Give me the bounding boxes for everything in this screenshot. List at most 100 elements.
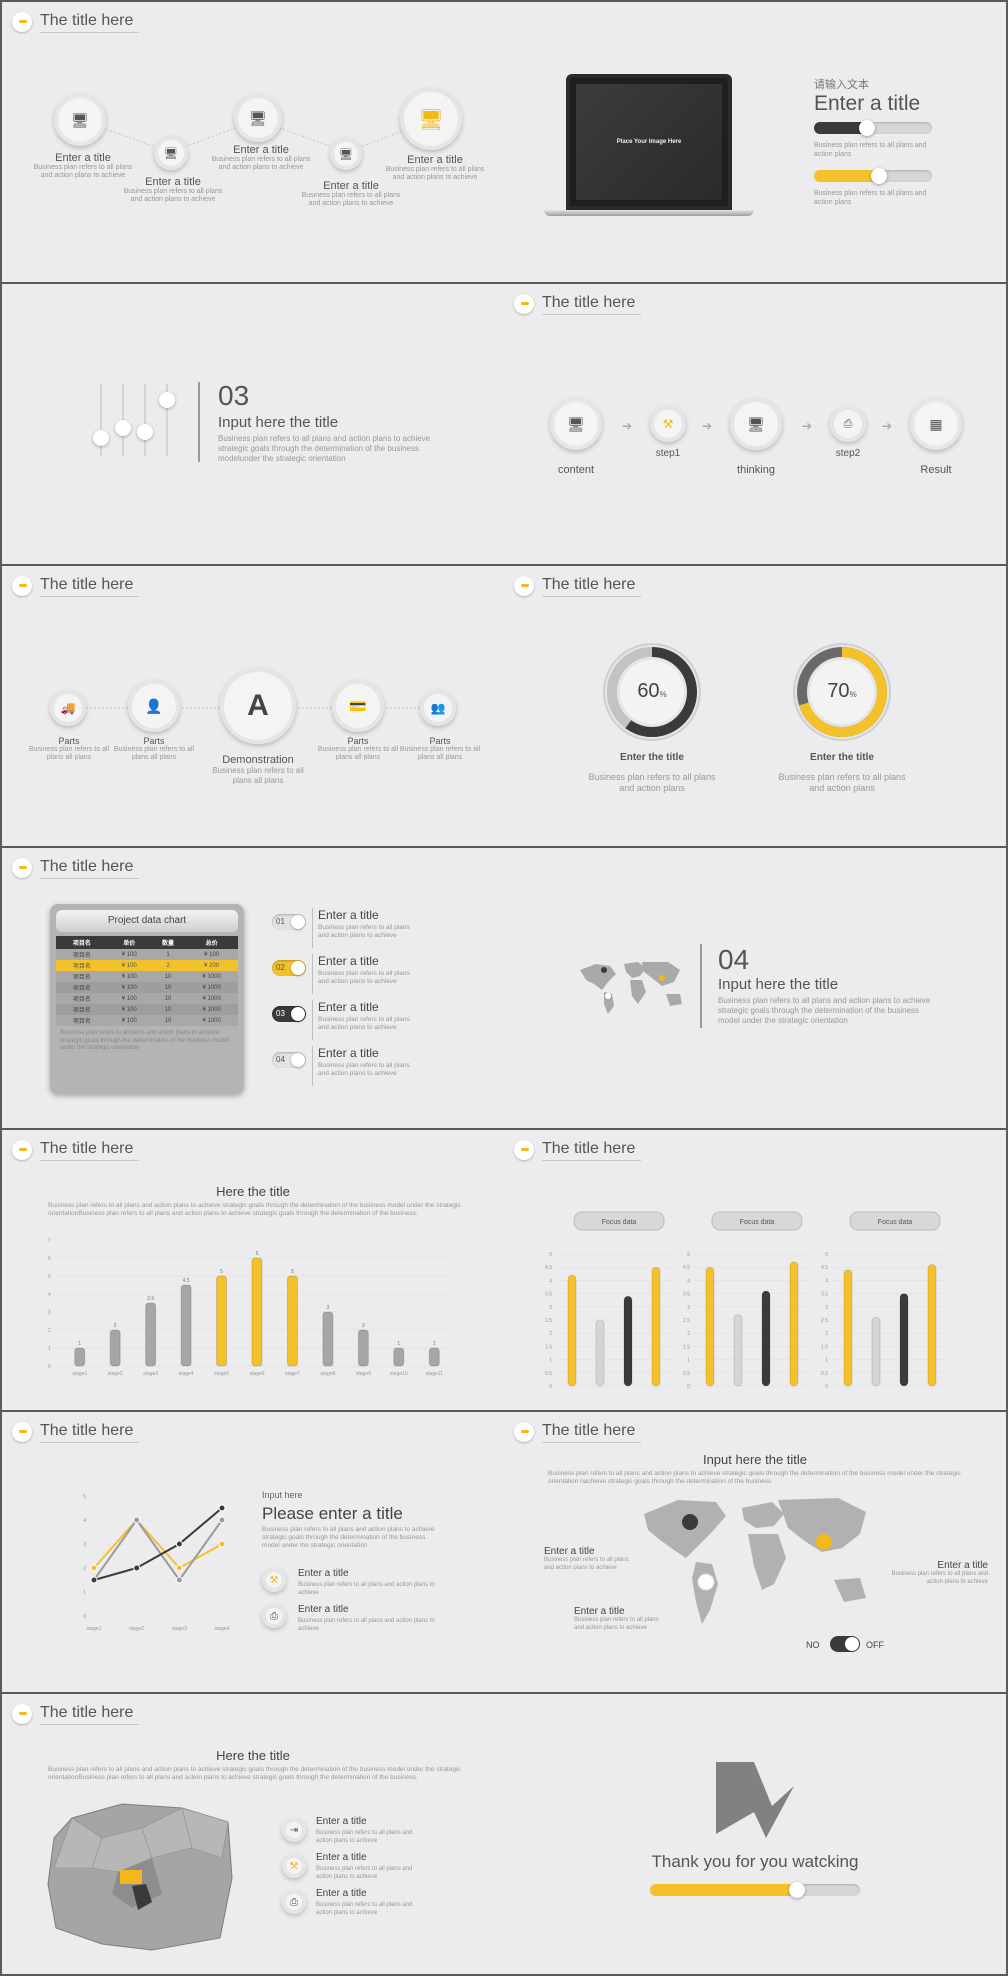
table-cell: ¥ 100 bbox=[121, 962, 137, 969]
closing-slider-fill bbox=[650, 1884, 797, 1896]
data-table-card: Project data chart 项目名 单价 数量 总价 项目名 ¥ 100… bbox=[50, 904, 244, 1094]
export-icon: ⇥ bbox=[289, 1824, 299, 1836]
flow-node-step2[interactable]: ⎙ bbox=[830, 406, 866, 442]
slide-10[interactable]: The title here Focus data 0 0.5 1 1.5 2 2.5 3 3.… bbox=[504, 1130, 1006, 1410]
parts-node-3[interactable]: 💳 bbox=[332, 680, 384, 732]
slide-3[interactable]: 03 Input here the title Business plan re… bbox=[2, 284, 504, 564]
slide-14[interactable]: Thank you for you watcking bbox=[504, 1694, 1006, 1974]
item-1-badge[interactable]: ⚒ bbox=[262, 1568, 286, 1592]
timeline-node-1[interactable]: 🖥 bbox=[54, 94, 106, 146]
item-3-badge[interactable]: ⎙ bbox=[282, 1890, 306, 1914]
tools-icon: ⚒ bbox=[289, 1860, 299, 1872]
toggle-switch[interactable]: 03 bbox=[272, 1006, 306, 1022]
slide-11[interactable]: The title here 0 1 2 3 4 5 stage1 stage2 stage3 s… bbox=[2, 1412, 504, 1692]
slider-1[interactable] bbox=[814, 120, 932, 136]
y-tick-label: 4 bbox=[83, 1518, 86, 1524]
slide-13[interactable]: The title here Here the title Business p… bbox=[2, 1694, 504, 1974]
timeline-node-4[interactable]: 🖥 bbox=[330, 138, 362, 170]
series-point bbox=[175, 1564, 183, 1572]
item-1-badge[interactable]: ⇥ bbox=[282, 1818, 306, 1842]
flow-node-thinking[interactable]: 🖥 bbox=[730, 398, 782, 450]
laptop-screen: Place Your Image Here bbox=[566, 74, 732, 210]
y-tick-label: 4 bbox=[825, 1278, 828, 1284]
gauge-2-desc: Business plan refers to all plans and ac… bbox=[778, 772, 906, 793]
toggle-switch[interactable]: 02 bbox=[272, 960, 306, 976]
flow-label-content: content bbox=[557, 464, 595, 476]
table-title: Project data chart bbox=[56, 910, 238, 932]
slide-4[interactable]: The title here 🖥 ➔ ⚒ ➔ 🖥 ➔ ⎙ ➔ ▦ content… bbox=[504, 284, 1006, 564]
users-icon: 👥 bbox=[430, 701, 446, 715]
x-tick-label: stage10 bbox=[390, 1371, 408, 1377]
table-header: 项目名 bbox=[72, 941, 91, 947]
slider-1-knob[interactable] bbox=[859, 120, 876, 136]
arrow-right-icon: ➔ bbox=[882, 419, 893, 433]
section-desc: Business plan refers to all plans and ac… bbox=[218, 434, 431, 463]
table-cell: 10 bbox=[164, 984, 172, 991]
slider-knob[interactable] bbox=[159, 392, 175, 408]
y-tick-label: 1.5 bbox=[821, 1344, 828, 1350]
series-point bbox=[218, 1540, 226, 1548]
y-tick-label: 1 bbox=[549, 1358, 552, 1364]
item-2-badge[interactable]: ⚒ bbox=[282, 1854, 306, 1878]
table-header: 数量 bbox=[162, 941, 175, 947]
parts-node-2[interactable]: 👤 bbox=[128, 680, 180, 732]
flow-label-thinking: thinking bbox=[737, 464, 775, 476]
slider-2-knob[interactable] bbox=[870, 168, 887, 184]
slide-9[interactable]: The title here Here the title Business p… bbox=[2, 1130, 504, 1410]
y-tick-label: 2.5 bbox=[821, 1318, 828, 1324]
parts-item-3: Parts Business plan refers to all plans a… bbox=[317, 736, 399, 762]
toggle-desc: Business plan refers to all plans and ac… bbox=[318, 970, 410, 986]
slider-knob[interactable] bbox=[115, 420, 131, 436]
slide-6[interactable]: The title here 60% Enter the title Busin… bbox=[504, 566, 1006, 846]
y-tick-label: 2.5 bbox=[545, 1318, 552, 1324]
toggle-number: 03 bbox=[276, 1009, 285, 1018]
y-tick-label: 4.5 bbox=[545, 1265, 552, 1271]
toggle-switch[interactable]: 04 bbox=[272, 1052, 306, 1068]
slide-7[interactable]: The title here Project data chart 项目名 单价… bbox=[2, 848, 504, 1128]
bar bbox=[595, 1319, 605, 1387]
x-tick-label: stage11 bbox=[426, 1371, 444, 1377]
timeline-node-3[interactable]: 🖥 bbox=[234, 94, 282, 142]
parts-node-1[interactable]: 🚚 bbox=[50, 690, 86, 726]
toggle-switch[interactable]: 01 bbox=[272, 914, 306, 930]
toggle-no-label: NO bbox=[806, 1640, 820, 1650]
bar bbox=[145, 1302, 157, 1367]
y-tick-label: 0.5 bbox=[683, 1371, 690, 1377]
item-2-desc: Business plan refers to all plans and ac… bbox=[316, 1866, 413, 1880]
timeline-node-5[interactable]: 🖥 bbox=[400, 88, 462, 150]
arrow-right-icon: ➔ bbox=[802, 419, 813, 433]
timeline-node-2[interactable]: 🖥 bbox=[154, 136, 188, 170]
slide-2[interactable]: Place Your Image Here 请输入文本 Enter a titl… bbox=[504, 2, 1006, 282]
on-off-toggle[interactable] bbox=[830, 1636, 860, 1652]
series-point bbox=[218, 1516, 226, 1524]
slide-12[interactable]: The title here Input here the title Busi… bbox=[504, 1412, 1006, 1692]
flow-node-step1[interactable]: ⚒ bbox=[650, 406, 686, 442]
flow-node-content[interactable]: 🖥 bbox=[550, 398, 602, 450]
slide-8[interactable]: 04 Input here the title Business plan re… bbox=[504, 848, 1006, 1128]
y-tick-label: 5 bbox=[83, 1494, 86, 1500]
slider-knob[interactable] bbox=[137, 424, 153, 440]
table-cell: 项目名 bbox=[72, 986, 91, 992]
slide-1[interactable]: The title here 🖥 🖥 🖥 🖥 🖥 Enter a title Bu… bbox=[2, 2, 504, 282]
y-tick-label: 2 bbox=[687, 1331, 690, 1337]
step-2: Enter a title Business plan refers to all… bbox=[123, 176, 223, 204]
chart-title: Focus data bbox=[602, 1219, 637, 1226]
x-tick-label: stage8 bbox=[320, 1371, 335, 1377]
flow-label-step1: step1 bbox=[655, 448, 681, 459]
demonstration-node[interactable]: A bbox=[220, 668, 296, 744]
slider-2[interactable] bbox=[814, 168, 932, 184]
closing-slider[interactable] bbox=[650, 1882, 860, 1898]
logo-icon bbox=[514, 294, 534, 314]
slider-knob[interactable] bbox=[93, 430, 109, 446]
flow-node-result[interactable]: ▦ bbox=[910, 398, 962, 450]
item-2-badge[interactable]: ⎙ bbox=[262, 1604, 286, 1628]
closing-slider-knob[interactable] bbox=[789, 1882, 805, 1898]
project-table: 项目名 单价 数量 总价 项目名 ¥ 100 1 ¥ 100 项目名 ¥ 100 2 ¥ 20… bbox=[56, 936, 238, 1026]
table-cell: 项目名 bbox=[72, 1019, 91, 1025]
toggle-desc: Business plan refers to all plans and ac… bbox=[318, 1062, 410, 1078]
parts-node-4[interactable]: 👥 bbox=[420, 690, 456, 726]
desc: Business plan refers to all plans and ac… bbox=[48, 1766, 461, 1782]
slide-5[interactable]: The title here 🚚 👤 A 💳 👥 Parts Business p… bbox=[2, 566, 504, 846]
bar bbox=[428, 1347, 440, 1367]
section-heading: Input here the title bbox=[218, 414, 339, 431]
